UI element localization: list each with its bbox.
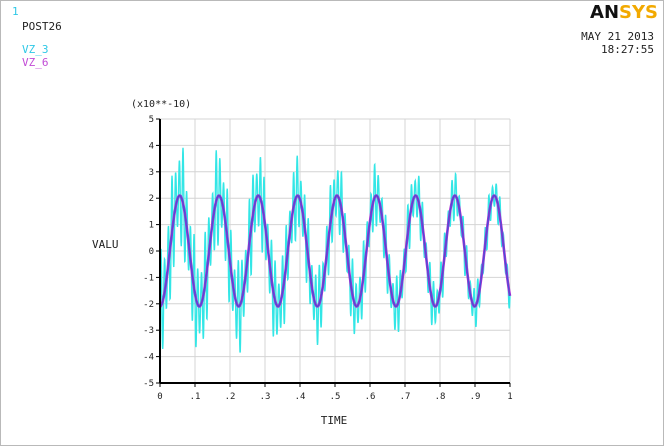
series-line-vz6-center [159, 195, 511, 307]
grid [160, 118, 511, 383]
y-tick-label: -2 [143, 300, 154, 310]
ansys-logo: ANSYS [590, 2, 658, 23]
y-tick-label: -3 [143, 326, 154, 336]
x-tick-label: .2 [225, 392, 236, 402]
y-tick-label: 1 [149, 221, 154, 231]
window-number: 1 [12, 5, 19, 18]
y-axis-label: VALU [92, 238, 119, 251]
y-tick-label: 5 [149, 115, 154, 125]
x-tick-label: 1 [507, 392, 512, 402]
x-tick-label: .1 [190, 392, 201, 402]
y-tick-label: 4 [149, 141, 154, 151]
x-axis-label: TIME [321, 414, 348, 427]
y-multiplier: (x10**-10) [131, 99, 191, 110]
x-tick-label: .8 [435, 392, 446, 402]
time-stamp: 18:27:55 [601, 43, 654, 56]
y-tick-label: -4 [143, 353, 154, 363]
y-tick-label: -5 [143, 379, 154, 389]
y-tick-label: 2 [149, 194, 154, 204]
legend-entry-vz3: VZ_3 [22, 43, 49, 56]
x-tick-label: .3 [260, 392, 271, 402]
program-label: POST26 [22, 20, 62, 33]
y-tick-label: -1 [143, 273, 154, 283]
x-tick-label: .4 [295, 392, 306, 402]
x-tick-label: .5 [330, 392, 341, 402]
legend-entry-vz6: VZ_6 [22, 56, 49, 69]
x-tick-label: 0 [157, 392, 162, 402]
series [159, 147, 512, 353]
y-tick-label: 3 [149, 168, 154, 178]
x-tick-label: .6 [365, 392, 376, 402]
date-stamp: MAY 21 2013 [581, 30, 654, 43]
x-tick-label: .7 [400, 392, 411, 402]
y-tick-label: 0 [149, 247, 154, 257]
x-tick-label: .9 [470, 392, 481, 402]
axes [156, 118, 511, 387]
